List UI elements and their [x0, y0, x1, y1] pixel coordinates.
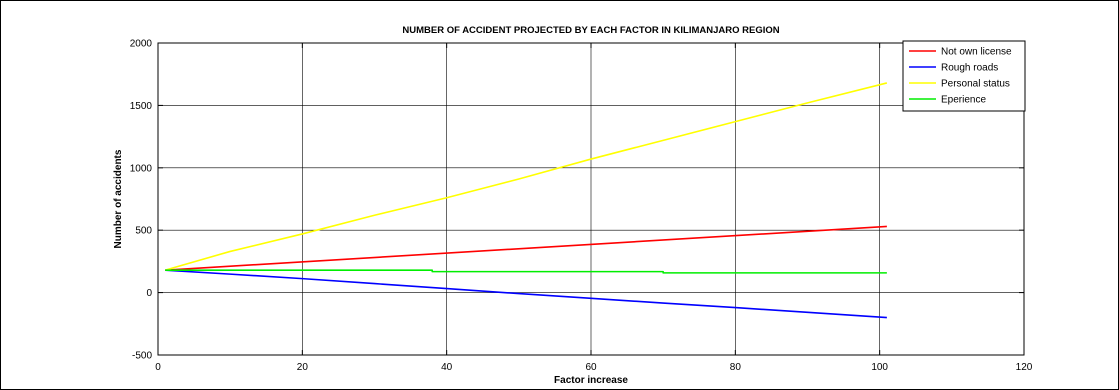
y-tick-label: 500 [135, 226, 152, 237]
x-axis-title: Factor increase [554, 375, 628, 386]
x-tick-label: 40 [441, 362, 453, 373]
series-line-eperience [165, 269, 887, 274]
y-tick-label: 1000 [130, 163, 153, 174]
series-line-personal-status [164, 82, 888, 271]
x-tick-label: 60 [585, 362, 597, 373]
x-tick-label: 100 [871, 362, 888, 373]
y-tick-label: 0 [146, 288, 152, 299]
chart-title: NUMBER OF ACCIDENT PROJECTED BY EACH FAC… [402, 25, 779, 36]
legend-label: Not own license [941, 47, 1012, 58]
legend-label: Rough roads [941, 63, 998, 74]
x-tick-label: 20 [297, 362, 309, 373]
x-tick-label: 0 [155, 362, 161, 373]
series-lines [164, 82, 888, 319]
x-tick-label: 80 [730, 362, 742, 373]
y-axis-title: Number of accidents [113, 149, 124, 248]
legend-label: Eperience [941, 95, 986, 106]
x-tick-label: 120 [1016, 362, 1033, 373]
series-line-rough-roads [165, 269, 887, 319]
y-tick-label: -500 [132, 351, 152, 362]
legend-label: Personal status [941, 79, 1010, 90]
series-line-not-own-license [165, 225, 887, 271]
grid-lines [158, 43, 1024, 355]
y-tick-label: 2000 [130, 39, 153, 50]
y-tick-label: 1500 [130, 101, 153, 112]
legend: Not own license Rough roads Personal statu… [902, 40, 1026, 112]
